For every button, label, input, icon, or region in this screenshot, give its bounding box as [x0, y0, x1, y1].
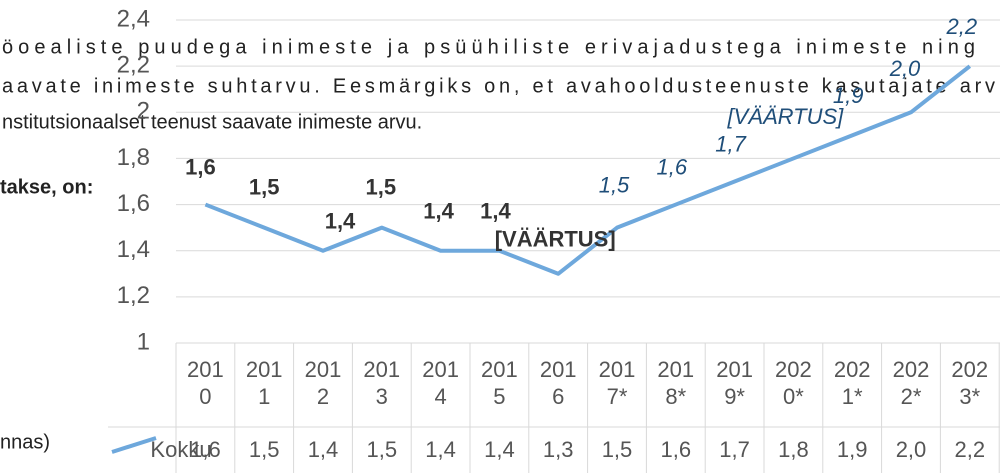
table-value: 1,4 [425, 437, 456, 462]
data-label: 1,4 [480, 199, 511, 224]
y-tick-label: 1,8 [117, 144, 150, 171]
data-label: 1,9 [833, 83, 864, 108]
y-tick-label: 2,4 [117, 5, 150, 32]
x-category: 2013 [363, 357, 401, 409]
x-category: 2012 [304, 357, 342, 409]
table-value: 1,6 [660, 437, 692, 462]
table-value: 1,8 [778, 437, 809, 462]
table-value: 1,3 [542, 437, 574, 462]
x-category: 2021* [833, 357, 871, 409]
data-label: 1,6 [185, 154, 216, 179]
y-tick-label: 2,2 [117, 51, 150, 78]
doc-line: aavate inimeste suhtarvu. Eesmärgiks on,… [2, 75, 995, 97]
table-value: 1,4 [307, 437, 339, 462]
x-category: 2018* [657, 357, 695, 409]
data-label: [VÄÄRTUS] [495, 227, 616, 252]
data-label: 1,5 [249, 174, 280, 199]
x-category: 2014 [422, 357, 459, 409]
legend-line [111, 436, 157, 454]
table-value: 2,0 [895, 437, 927, 462]
x-category: 2015 [481, 357, 518, 409]
data-label: 1,4 [325, 209, 356, 234]
table-value: 1,5 [248, 437, 280, 462]
table-value: 2,2 [954, 437, 986, 462]
x-category: 2019* [716, 357, 753, 409]
x-category: 2023* [951, 357, 989, 409]
x-category: 2016 [539, 357, 577, 409]
doc-caption: nnas) [0, 431, 50, 453]
x-category: 2017* [598, 357, 636, 409]
x-category: 2022* [892, 357, 930, 409]
y-tick-label: 1 [137, 328, 150, 355]
table-value: 1,5 [601, 437, 633, 462]
data-label: [VÄÄRTUS] [727, 104, 845, 129]
table-value: 1,6 [190, 437, 221, 462]
data-label: 2,0 [889, 56, 921, 81]
data-label: 1,7 [715, 131, 746, 156]
x-category: 2011 [245, 357, 283, 409]
x-category: 2010 [187, 357, 224, 409]
table-value: 1,4 [484, 437, 515, 462]
data-label: 1,5 [366, 174, 397, 199]
data-label: 2,2 [946, 14, 978, 39]
doc-line: öoealiste puudega inimeste ja psüühilist… [2, 36, 975, 58]
doc-line: nstitutsionaalset teenust saavate inimes… [2, 111, 422, 133]
table-value: 1,9 [836, 437, 868, 462]
table-value: 1,7 [719, 437, 750, 462]
table-value: 1,5 [366, 437, 398, 462]
data-label: 1,4 [423, 199, 454, 224]
y-tick-label: 1,4 [117, 236, 150, 263]
data-label: 1,6 [657, 154, 688, 179]
doc-bold: takse, on: [0, 176, 93, 198]
series-line [204, 64, 972, 276]
y-tick-label: 1,6 [117, 190, 150, 217]
y-tick-label: 2 [137, 98, 150, 125]
data-label: 1,5 [599, 172, 630, 197]
legend-label: Kokku [150, 437, 212, 462]
x-category: 2020* [775, 357, 812, 409]
y-tick-label: 1,2 [117, 282, 150, 309]
